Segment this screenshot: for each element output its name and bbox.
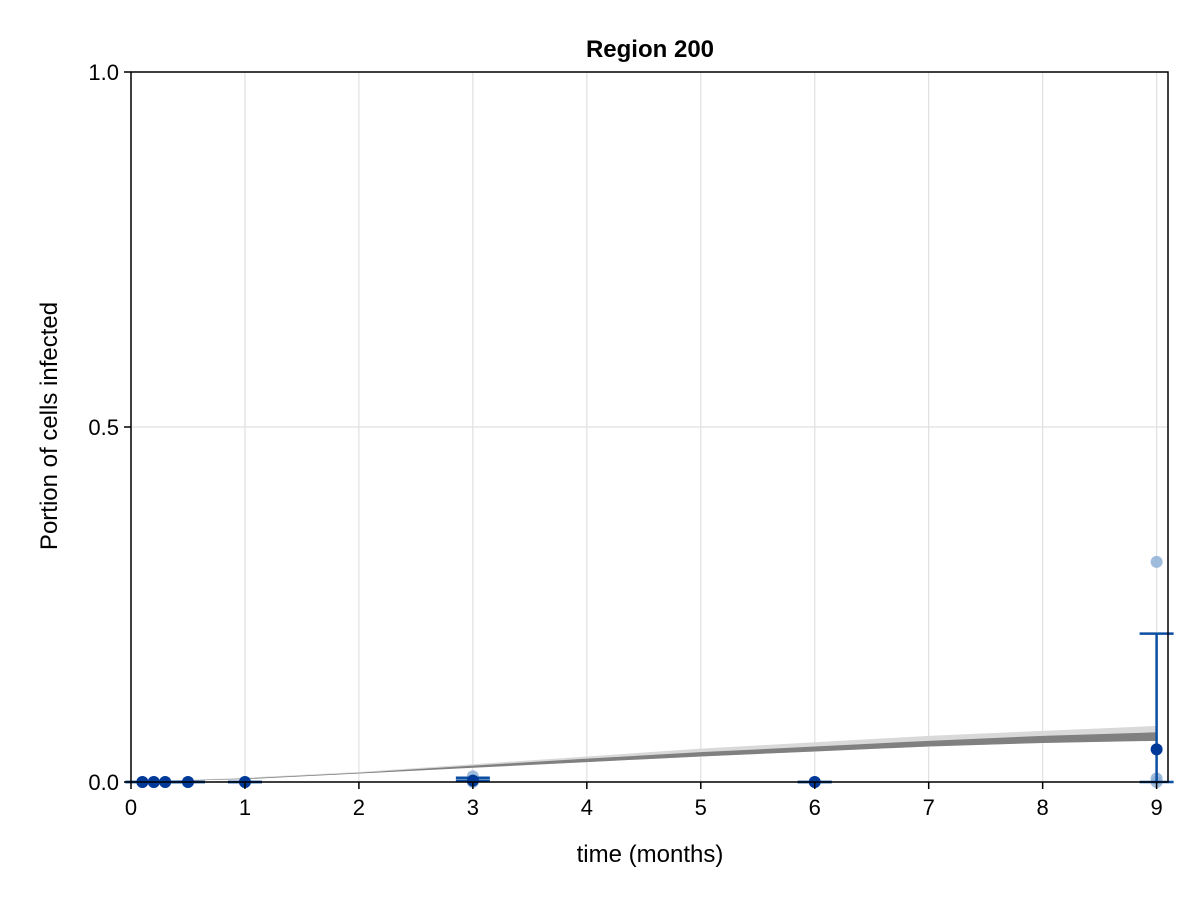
x-tick-label: 4 bbox=[581, 795, 593, 820]
x-tick-label: 3 bbox=[467, 795, 479, 820]
y-tick-label: 1.0 bbox=[88, 60, 119, 85]
x-axis-label: time (months) bbox=[577, 841, 724, 868]
band-outer bbox=[131, 725, 1157, 782]
x-tick-label: 9 bbox=[1150, 795, 1162, 820]
x-tick-label: 2 bbox=[353, 795, 365, 820]
error-bars bbox=[125, 632, 1174, 784]
x-tick-label: 0 bbox=[125, 795, 137, 820]
y-tick-label: 0.0 bbox=[88, 770, 119, 795]
band-inner bbox=[131, 732, 1157, 782]
x-tick-label: 6 bbox=[809, 795, 821, 820]
model-band bbox=[131, 725, 1157, 782]
x-tick-label: 5 bbox=[695, 795, 707, 820]
chart-title: Region 200 bbox=[586, 36, 714, 63]
mean-point bbox=[466, 774, 479, 787]
y-axis-label: Portion of cells infected bbox=[36, 302, 63, 550]
x-tick-label: 1 bbox=[239, 795, 251, 820]
x-tick-label: 8 bbox=[1037, 795, 1049, 820]
y-tick-label: 0.5 bbox=[88, 415, 119, 440]
observation-point bbox=[1150, 555, 1163, 568]
x-axis-ticks: 0 1 2 3 4 5 6 7 8 9 bbox=[125, 782, 1163, 820]
grid-lines bbox=[130, 71, 1168, 783]
y-axis-ticks: 0.0 0.5 1.0 bbox=[88, 60, 131, 795]
mean-point bbox=[1150, 743, 1163, 756]
x-tick-label: 7 bbox=[923, 795, 935, 820]
